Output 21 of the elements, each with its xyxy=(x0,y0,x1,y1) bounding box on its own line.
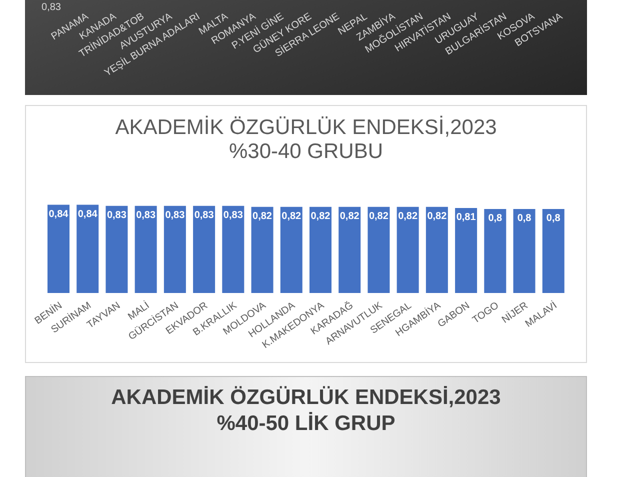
data-label: 0,82 xyxy=(340,211,360,222)
data-label: 0,81 xyxy=(456,212,476,224)
data-label: 0,83 xyxy=(136,210,156,221)
data-label: 0,82 xyxy=(427,211,448,222)
data-label: 0,82 xyxy=(252,211,272,222)
data-label: 0,8 xyxy=(488,213,503,224)
data-label: 0,82 xyxy=(310,211,331,222)
text: AKADEMİK ÖZGÜRLÜK ENDEKSİ,2023 %40-50 LİK GRUP xyxy=(110,385,502,437)
data-label: 0,83 xyxy=(165,210,186,221)
data-label: 0,83 xyxy=(223,210,244,221)
data-label: 0,8 xyxy=(546,213,561,224)
data-label: 0,83 xyxy=(106,210,127,221)
data-label: 0,82 xyxy=(282,211,302,222)
chart-title: AKADEMİK ÖZGÜRLÜK ENDEKSİ,2023 %30-40 GRUBU xyxy=(114,116,498,164)
data-label: 0,82 xyxy=(398,211,418,222)
data-label: 0,84 xyxy=(48,208,69,220)
data-label: 0,82 xyxy=(368,211,389,222)
data-label: 0,8 xyxy=(517,213,532,224)
data-label: 0,84 xyxy=(78,208,98,220)
data-label: 0,83 xyxy=(194,210,214,221)
text: 0,83 xyxy=(42,2,62,13)
